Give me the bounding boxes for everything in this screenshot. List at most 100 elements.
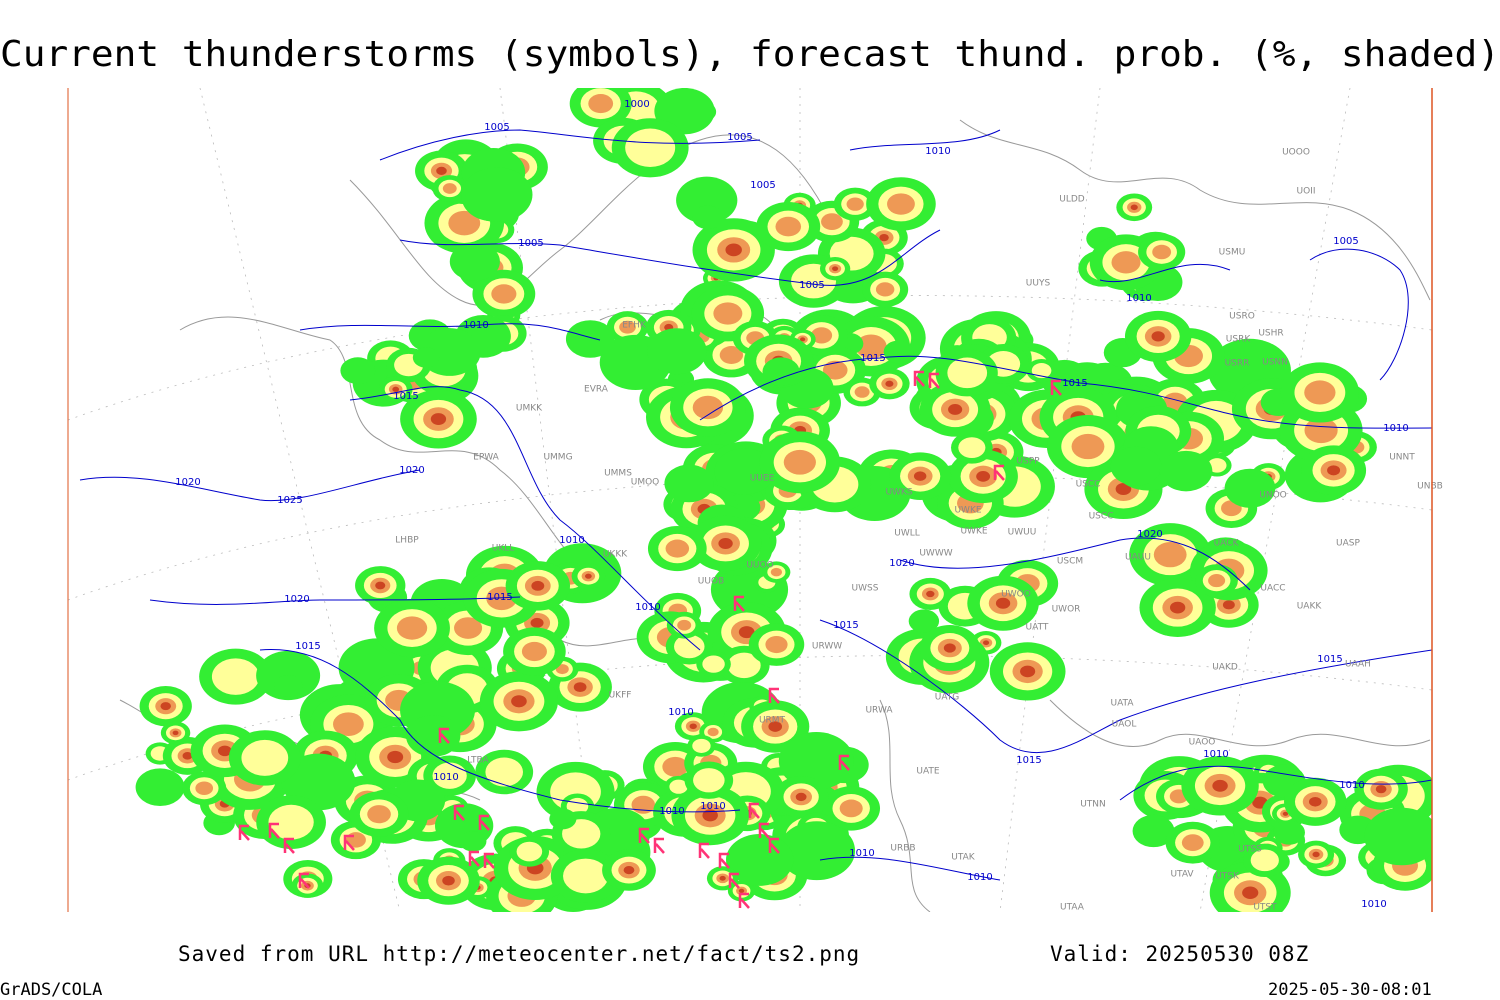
shade-blob <box>387 750 404 764</box>
shade-blob <box>1273 820 1305 845</box>
thunderstorm-symbol <box>468 850 480 867</box>
shade-blob <box>702 655 725 673</box>
station-label: UUOO <box>746 561 773 571</box>
shade-blob <box>555 664 569 675</box>
shade-blob <box>160 702 171 711</box>
thunderstorm-symbol <box>758 822 770 839</box>
shade-blob <box>442 875 455 886</box>
shade-blob <box>664 464 714 503</box>
thunderstorm-symbol <box>438 727 450 744</box>
isobar-label: 1010 <box>433 772 458 783</box>
shade-blob <box>511 695 527 708</box>
shade-blob <box>1242 886 1259 899</box>
station-label: UOII <box>1297 187 1316 197</box>
shade-blob <box>983 640 990 646</box>
shade-blob <box>1181 834 1204 852</box>
shade-blob <box>565 320 615 358</box>
shade-blob <box>1304 380 1336 405</box>
station-label: LTBA <box>467 756 489 766</box>
shade-blob <box>623 865 635 875</box>
station-label: UKLL <box>492 544 515 554</box>
shade-blob <box>485 757 524 787</box>
shade-blob <box>854 386 870 398</box>
shade-blob <box>885 380 894 387</box>
station-label: UWKE <box>960 527 987 537</box>
station-label: UNNT <box>1389 453 1415 463</box>
shade-blob <box>810 327 833 344</box>
probability-shading <box>135 88 1432 912</box>
shade-blob <box>692 205 724 230</box>
station-label: UATG <box>935 693 960 703</box>
shade-blob <box>454 617 483 639</box>
shade-blob <box>702 809 718 822</box>
station-label: UTAK <box>951 853 976 863</box>
shade-blob <box>719 875 726 881</box>
isobar-label: 1010 <box>1339 780 1364 791</box>
shade-blob <box>1159 450 1213 492</box>
station-label: USCC <box>1089 512 1114 522</box>
station-label: EFHK <box>622 321 647 331</box>
station-label: UAKK <box>1297 602 1323 612</box>
shade-blob <box>521 641 547 662</box>
shade-blob <box>412 347 440 368</box>
isobar-label: 1010 <box>668 707 693 718</box>
shade-blob <box>619 320 636 334</box>
shade-blob <box>765 636 788 654</box>
shade-blob <box>367 805 391 824</box>
isobar-label: 1010 <box>925 146 950 157</box>
isobar-label: 1010 <box>967 872 992 883</box>
isobar-label: 1020 <box>399 465 424 476</box>
shade-blob <box>195 781 214 796</box>
thunderstorm-symbol <box>453 804 465 821</box>
shade-blob <box>883 340 914 364</box>
isobar-label: 1010 <box>463 320 488 331</box>
isobar-label: 1010 <box>559 535 584 546</box>
shade-blob <box>738 888 745 893</box>
station-label: UNOO <box>1259 491 1287 501</box>
shade-blob <box>947 357 988 389</box>
station-label: UWKE <box>954 506 981 516</box>
isobar-label: 1005 <box>727 132 752 143</box>
thunderstorm-symbol <box>343 834 355 851</box>
station-label: UAKD <box>1212 663 1238 673</box>
thunderstorm-symbols <box>238 370 1062 909</box>
thunderstorm-symbol <box>638 827 650 844</box>
shade-blob <box>135 768 185 807</box>
shade-blob <box>449 242 500 281</box>
valid-time: Valid: 20250530 08Z <box>1050 942 1309 966</box>
shade-blob <box>1212 779 1228 792</box>
shade-blob <box>913 471 927 481</box>
station-label: UWOO <box>1001 590 1031 600</box>
shade-blob <box>662 756 689 777</box>
shade-blob <box>995 597 1011 609</box>
station-label: UWSS <box>852 584 879 594</box>
shade-blob <box>1224 468 1276 508</box>
isobar-label: 1020 <box>889 558 914 569</box>
shade-blob <box>783 449 816 475</box>
station-label: UWLL <box>894 529 920 539</box>
shade-blob <box>674 634 705 659</box>
shade-blob <box>588 94 614 114</box>
shade-blob <box>491 284 517 304</box>
shade-blob <box>1312 851 1320 858</box>
shade-blob <box>448 210 481 236</box>
thunderstorm-symbol <box>748 802 760 819</box>
thunderstorm-symbol <box>728 872 740 889</box>
station-label: USRO <box>1229 312 1255 322</box>
station-label: UOOO <box>1282 148 1310 158</box>
shade-blob <box>1327 465 1341 476</box>
isobar-label: 1015 <box>1016 755 1041 766</box>
shade-blob <box>1170 601 1186 614</box>
isobar-label: 1015 <box>393 391 418 402</box>
software: GrADS/COLA <box>0 980 102 1000</box>
station-label: UTSS <box>1238 845 1262 855</box>
thunderstorm-symbol <box>298 872 310 889</box>
station-label: UTST <box>1253 903 1277 913</box>
thunderstorm-symbol <box>238 824 250 841</box>
shade-blob <box>725 243 742 257</box>
shade-blob <box>1222 600 1235 610</box>
map-area: 1000 1005 1005 1005 1005 1005 1005 1010 1010 1010… <box>67 88 1443 913</box>
shade-blob <box>563 858 609 894</box>
station-label: UACK <box>1214 539 1240 549</box>
thunderstorm-symbol <box>768 687 780 704</box>
